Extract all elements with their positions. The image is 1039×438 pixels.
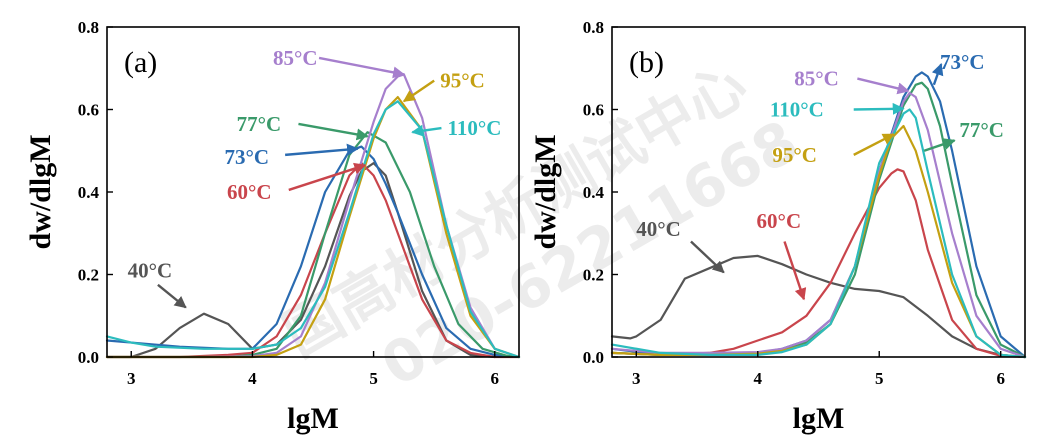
annotation-arrow-b-73-c xyxy=(931,62,944,86)
series-line-b-60-c xyxy=(610,168,1027,359)
y-axis-title-a: dw/dlgM xyxy=(24,134,57,249)
series-label-a-85-c: 85°C xyxy=(273,46,318,70)
panel-label-a: (a) xyxy=(124,46,157,79)
series-label-a-60-c: 60°C xyxy=(227,180,272,204)
series-label-b-40-c: 40°C xyxy=(636,217,681,241)
annotation-arrow-b-110-c xyxy=(853,102,905,115)
series-label-a-95-c: 95°C xyxy=(440,69,485,93)
series-label-b-73-c: 73°C xyxy=(940,50,985,74)
annotation-arrow-a-110-c xyxy=(411,124,442,137)
y-tick-label-a-0-8: 0.8 xyxy=(78,18,99,37)
series-line-a-110-c xyxy=(105,100,521,359)
x-axis-title-a: lgM xyxy=(287,402,339,435)
y-tick-label-a-0-4: 0.4 xyxy=(78,183,100,202)
panel-a: 3 4 5 6 0.0 0.2 0.4 0.6 0.8 lgM dw/dlgM (a) 85°C 95°C… xyxy=(24,18,521,435)
annotation-arrow-b-95-c xyxy=(853,133,895,156)
y-tick-label-a-0-2: 0.2 xyxy=(78,266,99,285)
x-tick-label-b-6: 6 xyxy=(996,369,1005,388)
annotation-arrow-b-85-c xyxy=(857,77,910,95)
annotation-arrow-a-85-c xyxy=(318,56,406,79)
series-line-b-85-c xyxy=(610,91,1027,359)
x-axis-title-b: lgM xyxy=(793,402,845,435)
y-tick-label-b-0-4: 0.4 xyxy=(583,183,605,202)
y-tick-label-a-0-6: 0.6 xyxy=(78,101,99,120)
series-label-b-77-c: 77°C xyxy=(959,118,1004,142)
annotation-arrow-b-60-c xyxy=(783,241,807,301)
annotation-arrow-a-40-c xyxy=(157,283,187,309)
x-tick-label-a-3: 3 xyxy=(127,369,136,388)
annotation-arrow-a-77-c xyxy=(298,122,369,141)
y-tick-label-b-0-6: 0.6 xyxy=(583,101,604,120)
series-label-b-60-c: 60°C xyxy=(757,209,802,233)
series-label-b-85-c: 85°C xyxy=(794,67,839,91)
annotation-arrow-a-95-c xyxy=(402,79,435,103)
annotation-arrow-b-77-c xyxy=(923,138,956,152)
x-tick-label-a-6: 6 xyxy=(491,369,500,388)
series-label-a-40-c: 40°C xyxy=(128,258,173,282)
y-tick-label-a-0-0: 0.0 xyxy=(78,348,99,367)
annotation-arrow-b-40-c xyxy=(690,240,725,274)
x-tick-label-a-5: 5 xyxy=(369,369,378,388)
series-label-a-73-c: 73°C xyxy=(225,145,270,169)
panel-b: 3 4 5 6 0.0 0.2 0.4 0.6 0.8 lgM dw/dlgM (b) 73°C 85°C… xyxy=(529,18,1027,435)
y-tick-label-b-0-2: 0.2 xyxy=(583,266,604,285)
panel-label-b: (b) xyxy=(629,46,664,79)
x-tick-label-b-4: 4 xyxy=(754,369,763,388)
y-tick-label-b-0-8: 0.8 xyxy=(583,18,604,37)
series-line-b-40-c xyxy=(610,254,1027,359)
series-label-b-110-c: 110°C xyxy=(770,98,824,122)
series-label-a-110-c: 110°C xyxy=(448,116,502,140)
y-tick-label-b-0-0: 0.0 xyxy=(583,348,604,367)
x-tick-label-b-3: 3 xyxy=(632,369,641,388)
series-label-a-77-c: 77°C xyxy=(237,112,282,136)
series-label-b-95-c: 95°C xyxy=(772,143,817,167)
annotation-arrow-a-60-c xyxy=(288,162,367,192)
x-tick-label-a-4: 4 xyxy=(248,369,257,388)
series-line-b-110-c xyxy=(610,108,1027,359)
series-line-a-40-c xyxy=(105,162,496,359)
annotation-arrow-a-73-c xyxy=(285,143,360,157)
x-tick-label-b-5: 5 xyxy=(875,369,884,388)
y-axis-title-b: dw/dlgM xyxy=(529,134,562,249)
